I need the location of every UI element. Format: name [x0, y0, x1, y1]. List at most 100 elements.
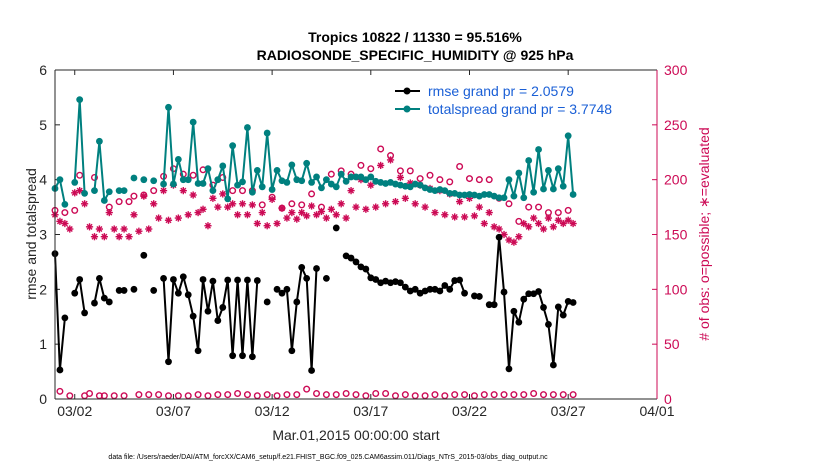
rmse-point — [362, 265, 370, 273]
totalspread-point — [239, 178, 246, 186]
totalspread-line — [93, 140, 111, 202]
obs-possible-marker — [520, 391, 528, 399]
obs-possible-marker — [485, 176, 493, 184]
chart-title-line-2: RADIOSONDE_SPECIFIC_HUMIDITY @ 925 hPa — [257, 47, 574, 63]
obs-evaluated-marker — [520, 219, 528, 228]
rmse-point — [278, 289, 286, 297]
rmse-point — [401, 283, 409, 291]
obs-possible-marker — [234, 390, 242, 398]
totalspread-point — [209, 187, 217, 195]
obs-evaluated-marker — [386, 156, 395, 164]
obs-possible-marker — [475, 176, 483, 184]
rmse-point — [234, 276, 241, 284]
x-tick-label: 03/27 — [551, 403, 586, 419]
totalspread-point — [91, 187, 98, 195]
x-tick-label: 03/07 — [156, 403, 191, 419]
obs-possible-marker — [189, 171, 197, 179]
obs-evaluated-marker — [189, 191, 197, 199]
legend-spread-label: totalspread grand pr = 3.7748 — [428, 101, 612, 117]
obs-evaluated-marker — [233, 211, 242, 219]
rmse-point — [56, 366, 64, 374]
left-y-tick-label: 4 — [39, 172, 47, 188]
rmse-point — [194, 347, 202, 355]
obs-evaluated-marker — [268, 195, 276, 204]
right-y-axis-label: # of obs: o=possible; ∗=evaluated — [696, 127, 712, 340]
right-y-axis: 0 50 100 150 200 250 300 — [652, 62, 688, 407]
totalspread-point — [332, 183, 340, 191]
x-tick-label: 03/17 — [353, 403, 388, 419]
obs-evaluated-marker — [564, 216, 572, 224]
totalspread-point — [258, 183, 266, 191]
rmse-point — [495, 233, 503, 241]
totalspread-point — [204, 165, 212, 173]
obs-evaluated-marker — [362, 205, 370, 213]
rmse-point — [535, 288, 542, 295]
rmse-point — [525, 290, 533, 298]
rmse-point — [184, 291, 192, 299]
rmse-point — [219, 304, 227, 311]
obs-evaluated-marker — [258, 208, 266, 217]
obs-evaluated-marker — [534, 219, 543, 228]
obs-possible-marker — [288, 200, 296, 208]
obs-possible-marker — [56, 387, 64, 395]
totalspread-point — [130, 174, 138, 182]
obs-possible-marker — [342, 390, 350, 398]
x-tick-label: 03/12 — [255, 403, 290, 419]
obs-evaluated-marker — [317, 207, 326, 216]
totalspread-point — [56, 176, 64, 184]
obs-evaluated-marker — [421, 203, 429, 211]
obs-evaluated-marker — [105, 208, 113, 217]
obs-evaluated-marker — [61, 219, 69, 228]
obs-series-group — [51, 145, 577, 400]
obs-evaluated-marker — [480, 219, 488, 228]
obs-evaluated-marker — [451, 213, 459, 221]
totalspread-point — [184, 176, 192, 184]
totalspread-point — [140, 176, 148, 184]
obs-evaluated-marker — [539, 225, 548, 233]
obs-possible-marker — [283, 391, 291, 399]
obs-possible-marker — [505, 200, 513, 208]
left-y-tick-label: 5 — [39, 117, 47, 133]
totalspread-point — [456, 191, 464, 199]
obs-evaluated-marker — [214, 203, 222, 211]
rmse-point — [248, 353, 256, 361]
obs-possible-marker — [125, 198, 133, 206]
totalspread-point — [194, 180, 202, 187]
obs-possible-marker — [194, 391, 202, 399]
rmse-point — [485, 301, 493, 309]
rmse-point — [100, 294, 108, 302]
obs-evaluated-marker — [303, 212, 311, 220]
obs-possible-marker — [372, 390, 380, 398]
obs-evaluated-marker — [298, 208, 306, 217]
right-y-tick-label: 100 — [664, 281, 688, 297]
obs-possible-marker — [510, 391, 518, 399]
obs-evaluated-marker — [273, 219, 281, 228]
totalspread-point — [308, 179, 315, 186]
rmse-point — [253, 277, 261, 284]
rmse-point — [569, 299, 577, 306]
left-y-axis-label: rmse and totalspread — [23, 168, 39, 300]
obs-possible-marker — [303, 385, 311, 393]
obs-evaluated-marker — [95, 225, 104, 233]
obs-evaluated-marker — [322, 214, 330, 222]
legend-rmse-marker — [403, 87, 411, 95]
obs-evaluated-marker — [559, 219, 567, 228]
totalspread-point — [100, 197, 108, 204]
obs-evaluated-marker — [140, 192, 148, 200]
obs-evaluated-marker — [76, 187, 84, 195]
obs-possible-marker — [500, 391, 508, 399]
obs-possible-marker — [559, 391, 567, 399]
rmse-point — [347, 254, 355, 262]
totalspread-point — [76, 96, 84, 104]
obs-possible-marker — [480, 391, 488, 399]
rmse-point — [540, 304, 547, 311]
totalspread-point — [549, 185, 557, 193]
obs-possible-marker — [229, 187, 237, 195]
obs-evaluated-marker — [549, 223, 557, 231]
obs-evaluated-marker — [248, 201, 256, 209]
obs-possible-marker — [332, 391, 340, 399]
rmse-point — [174, 289, 182, 297]
obs-evaluated-marker — [441, 211, 449, 219]
totalspread-point — [318, 184, 325, 192]
rmse-point — [115, 287, 123, 294]
